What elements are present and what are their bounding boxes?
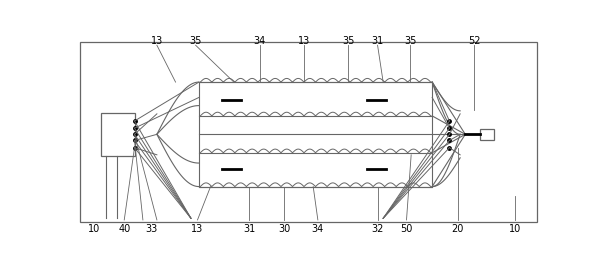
- Text: 10: 10: [509, 224, 521, 234]
- Bar: [199, 82, 432, 186]
- Text: 35: 35: [190, 36, 202, 46]
- Bar: [101, 113, 134, 156]
- Bar: [480, 128, 494, 140]
- Text: 10: 10: [88, 224, 100, 234]
- Text: 50: 50: [400, 224, 413, 234]
- Text: 32: 32: [371, 224, 383, 234]
- Text: 13: 13: [191, 224, 203, 234]
- Text: 20: 20: [452, 224, 464, 234]
- Text: 34: 34: [312, 224, 324, 234]
- Text: 33: 33: [145, 224, 157, 234]
- Text: 34: 34: [253, 36, 265, 46]
- Bar: [80, 42, 537, 222]
- Text: 35: 35: [404, 36, 417, 46]
- Text: 13: 13: [150, 36, 163, 46]
- Text: 31: 31: [243, 224, 255, 234]
- Text: 35: 35: [342, 36, 355, 46]
- Text: 40: 40: [118, 224, 131, 234]
- Text: 31: 31: [371, 36, 383, 46]
- Text: 30: 30: [278, 224, 290, 234]
- Text: 13: 13: [298, 36, 310, 46]
- Text: 52: 52: [468, 36, 480, 46]
